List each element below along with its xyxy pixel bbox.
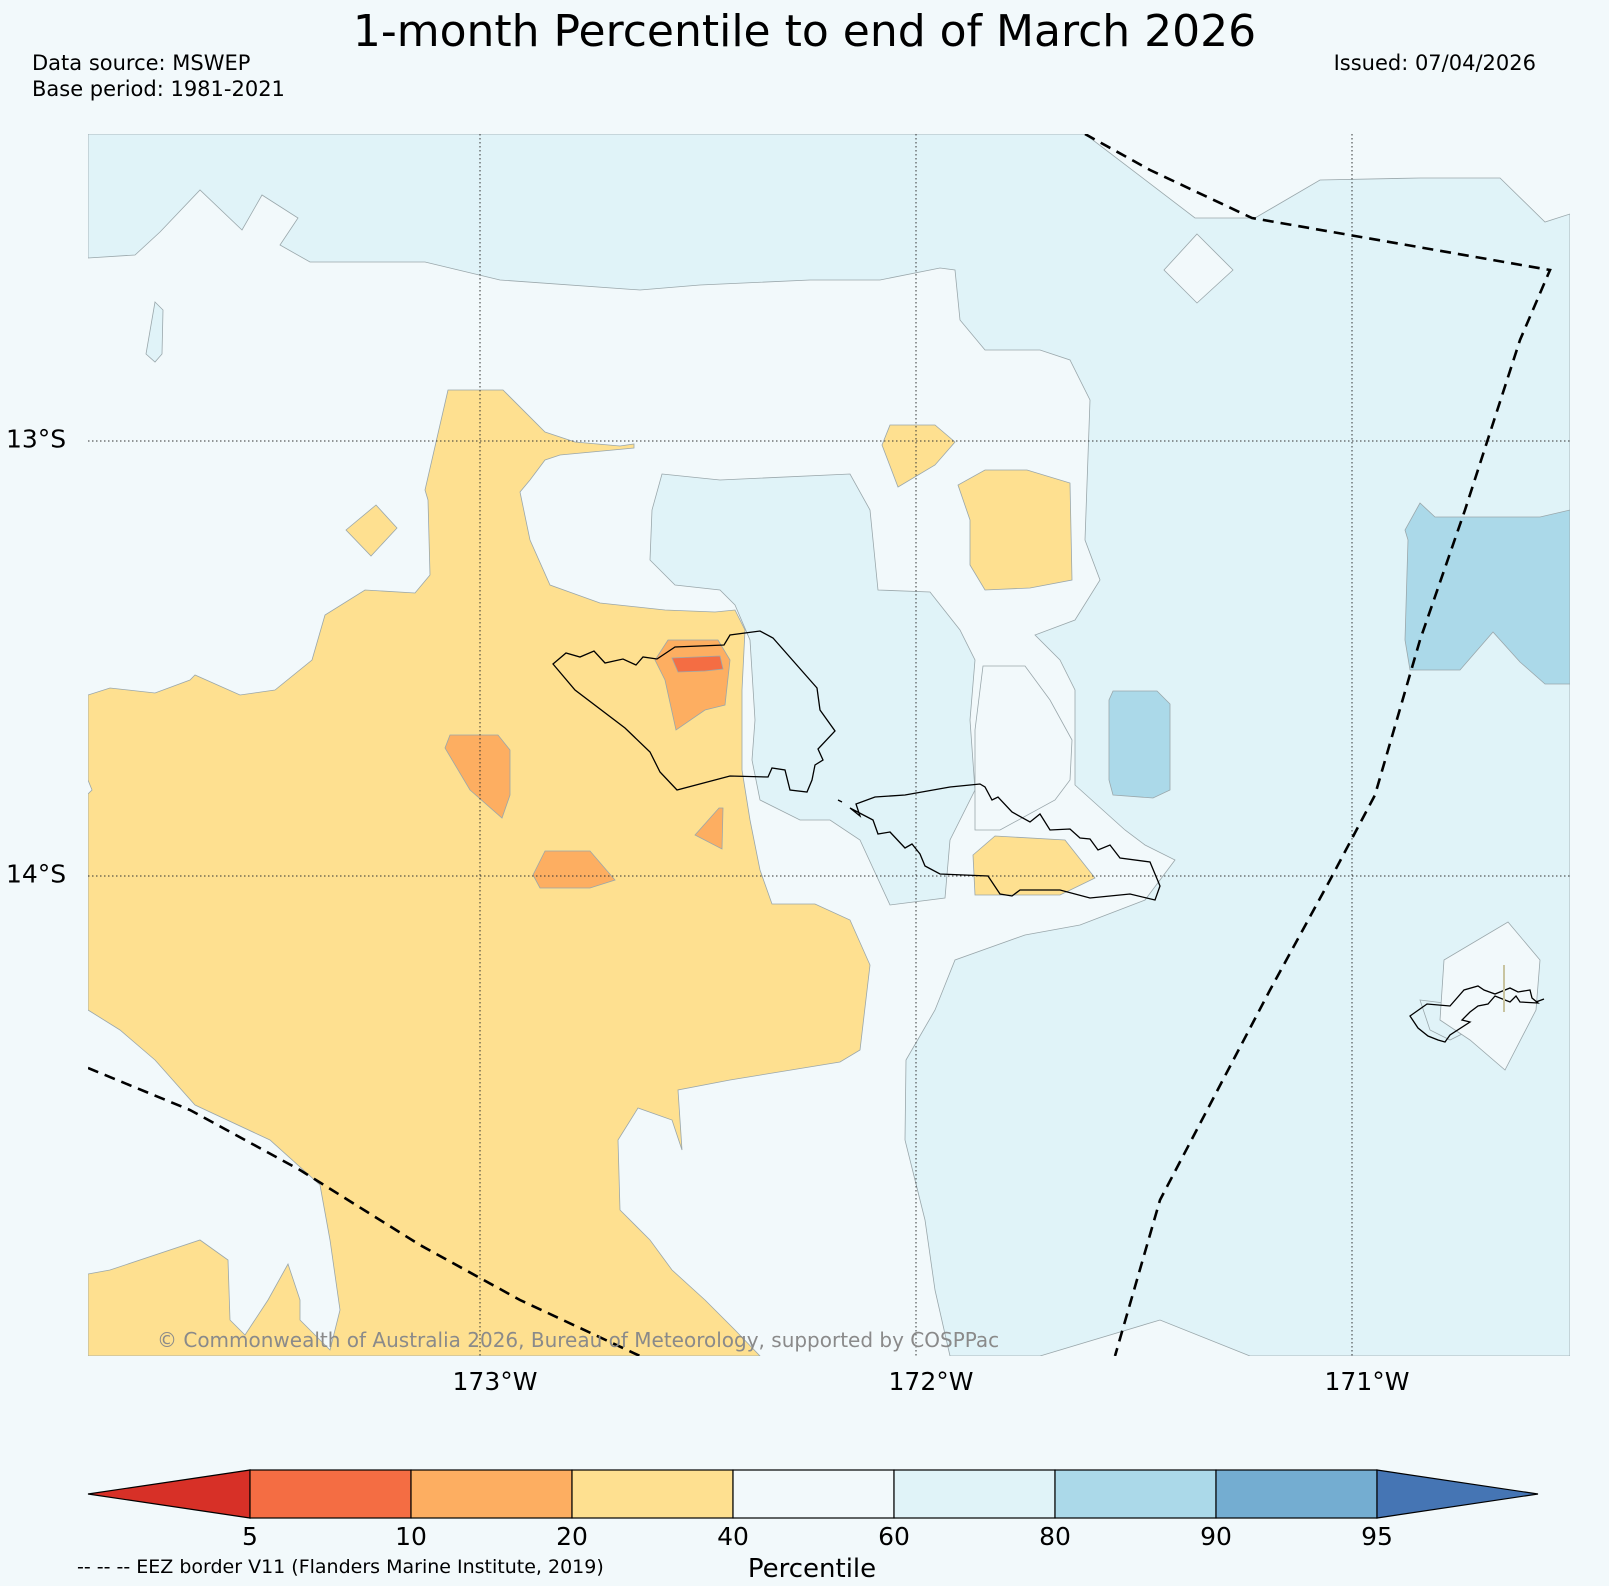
graticule [88, 134, 1570, 1356]
below-20-region [444, 734, 511, 819]
colorbar-extend-low [87, 1469, 251, 1519]
below-10-region [671, 655, 724, 673]
colorbar-tick: 5 [242, 1522, 258, 1551]
colorbar-extend-high [1376, 1469, 1539, 1519]
colorbar-cell [249, 1469, 412, 1519]
below-40-region [972, 835, 1096, 896]
below-20-region [694, 807, 724, 850]
colorbar-cell [1215, 1469, 1378, 1519]
data-source-text: Data source: MSWEP [32, 51, 251, 75]
colorbar-cell [571, 1469, 734, 1519]
lon-label-172w: 172°W [888, 1367, 974, 1396]
colorbar-tick: 95 [1361, 1522, 1393, 1551]
colorbar-cell [732, 1469, 895, 1519]
coastline [552, 630, 1545, 1043]
eez-legend-note: -- -- -- EEZ border V11 (Flanders Marine… [77, 1556, 604, 1578]
normal-region [1439, 921, 1541, 1071]
issued-date: Issued: 07/04/2026 [1333, 51, 1536, 75]
below-40-region [345, 504, 398, 557]
above-60-region [145, 301, 164, 363]
colorbar-tick: 20 [556, 1522, 588, 1551]
lon-label-173w: 173°W [452, 1367, 538, 1396]
percentile-map [88, 134, 1570, 1356]
colorbar-tick: 60 [878, 1522, 910, 1551]
below-40-region [957, 469, 1073, 591]
metadata-block: Data source: MSWEP Base period: 1981-202… [32, 50, 285, 102]
lat-label-13s: 13°S [6, 424, 67, 454]
colorbar-cell [893, 1469, 1056, 1519]
lon-label-171w: 171°W [1324, 1367, 1410, 1396]
below-20-region [532, 850, 616, 889]
map-title: 1-month Percentile to end of March 2026 [352, 6, 1257, 57]
lat-label-14s: 14°S [6, 859, 67, 889]
colorbar-cell [1054, 1469, 1217, 1519]
normal-region [974, 665, 1073, 831]
base-period-text: Base period: 1981-2021 [32, 77, 285, 101]
colorbar-tick: 40 [717, 1522, 749, 1551]
colorbar-cell [410, 1469, 573, 1519]
above-60-region [88, 134, 1570, 1356]
colorbar-tick: 10 [395, 1522, 427, 1551]
above-80-region [1108, 690, 1171, 799]
eez-border [88, 134, 1552, 1356]
colorbar-tick: 80 [1039, 1522, 1071, 1551]
copyright-notice: © Commonwealth of Australia 2026, Bureau… [157, 1328, 1000, 1352]
colorbar [87, 1469, 1539, 1519]
above-60-region [649, 473, 976, 906]
colorbar-label: Percentile [747, 1554, 877, 1584]
below-40-region [88, 389, 871, 1356]
colorbar-tick: 90 [1200, 1522, 1232, 1551]
above-80-region [1404, 502, 1570, 685]
normal-region [1163, 233, 1234, 304]
